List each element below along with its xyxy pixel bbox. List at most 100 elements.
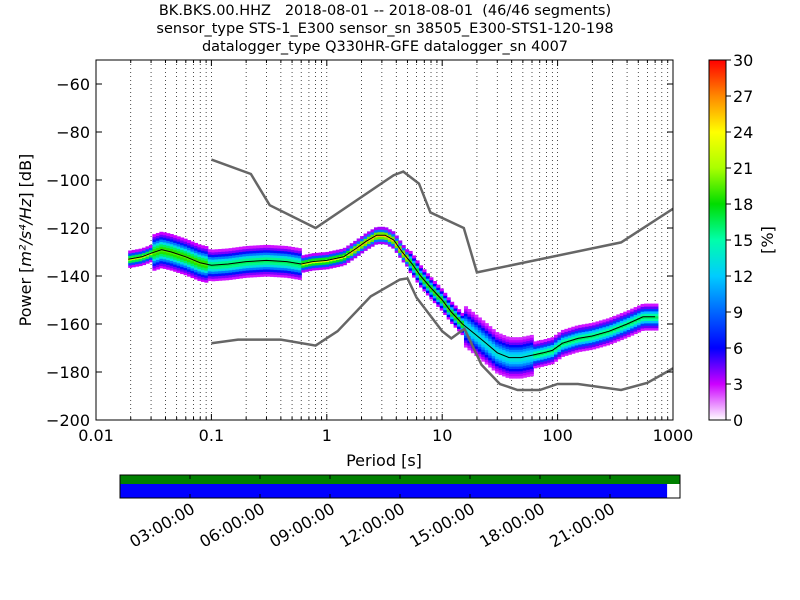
- density-cell: [332, 262, 337, 266]
- density-cell: [193, 257, 199, 261]
- density-cell: [353, 255, 358, 259]
- density-cell: [529, 339, 534, 343]
- density-cell: [159, 243, 164, 247]
- density-cell: [553, 358, 559, 362]
- density-cell: [294, 247, 299, 251]
- density-cell: [322, 254, 327, 258]
- density-cell: [460, 312, 465, 316]
- density-cell: [273, 264, 278, 268]
- density-cell: [605, 337, 610, 341]
- density-cell: [221, 277, 226, 281]
- density-cell: [491, 350, 496, 354]
- density-cell: [297, 264, 302, 268]
- density-cell: [477, 348, 482, 352]
- density-cell: [242, 270, 247, 274]
- density-cell: [457, 313, 462, 317]
- density-cell: [193, 274, 199, 278]
- density-cell: [585, 345, 590, 349]
- density-cell: [477, 334, 482, 338]
- density-cell: [502, 363, 507, 367]
- density-cell: [211, 278, 216, 282]
- density-cell: [311, 267, 316, 271]
- density-cell: [273, 262, 278, 266]
- density-cell: [270, 257, 275, 261]
- density-cell: [470, 328, 475, 332]
- density-cell: [425, 292, 430, 296]
- density-cell: [474, 348, 479, 352]
- density-cell: [553, 341, 559, 345]
- density-cell: [429, 284, 434, 288]
- density-cell: [498, 355, 503, 359]
- density-cell: [481, 332, 486, 336]
- density-cell: [422, 288, 427, 292]
- density-cell: [287, 265, 292, 269]
- density-cell: [630, 327, 635, 331]
- density-cell: [550, 354, 555, 358]
- density-cell: [436, 287, 441, 291]
- density-cell: [654, 327, 659, 331]
- density-cell: [609, 317, 614, 321]
- density-cell: [155, 259, 160, 263]
- density-cell: [588, 342, 593, 346]
- density-cell: [463, 320, 469, 324]
- density-cell: [283, 269, 289, 273]
- density-cell: [474, 338, 479, 342]
- density-cell: [259, 269, 264, 273]
- density-cell: [173, 254, 178, 258]
- density-cell: [474, 341, 479, 345]
- density-cell: [605, 340, 610, 344]
- density-cell: [574, 347, 579, 351]
- density-cell: [557, 346, 562, 350]
- density-cell: [256, 264, 261, 268]
- density-cell: [432, 292, 437, 296]
- density-cell: [211, 268, 216, 272]
- density-cell: [491, 362, 496, 366]
- density-cell: [384, 241, 389, 245]
- density-cell: [169, 248, 174, 252]
- density-cell: [536, 357, 541, 361]
- density-cell: [259, 264, 264, 268]
- density-cell: [574, 349, 579, 353]
- density-cell: [353, 250, 358, 254]
- density-cell: [401, 259, 406, 263]
- density-cell: [346, 247, 351, 251]
- density-cell: [463, 310, 469, 314]
- density-cell: [155, 252, 160, 256]
- density-cell: [384, 232, 389, 236]
- density-cell: [277, 271, 282, 275]
- density-cell: [204, 277, 209, 281]
- density-cell: [335, 249, 340, 253]
- density-cell: [623, 311, 628, 315]
- density-cell: [408, 253, 413, 257]
- density-cell: [131, 252, 136, 256]
- timeline-tick-label: 06:00:00: [196, 499, 268, 551]
- density-cell: [450, 316, 455, 320]
- density-cell: [547, 345, 552, 349]
- density-cell: [232, 250, 237, 254]
- colorbar-tick-label: 27: [733, 87, 753, 106]
- density-cell: [159, 246, 164, 250]
- density-cell: [418, 282, 424, 286]
- density-cell: [557, 332, 562, 336]
- density-cell: [567, 330, 572, 334]
- density-cell: [529, 351, 534, 355]
- density-cell: [232, 264, 237, 268]
- density-cell: [418, 284, 424, 288]
- density-cell: [540, 363, 545, 367]
- density-cell: [180, 251, 185, 255]
- density-cell: [207, 275, 212, 279]
- density-cell: [623, 330, 628, 334]
- density-cell: [377, 231, 382, 235]
- density-cell: [245, 257, 250, 261]
- density-cell: [637, 324, 642, 328]
- density-cell: [526, 345, 531, 349]
- density-cell: [502, 337, 507, 341]
- density-cell: [650, 310, 655, 314]
- density-cell: [245, 245, 250, 249]
- density-cell: [169, 258, 174, 262]
- density-cell: [266, 264, 271, 268]
- density-cell: [536, 355, 541, 359]
- density-cell: [266, 256, 271, 260]
- density-cell: [474, 324, 479, 328]
- density-cell: [315, 255, 320, 259]
